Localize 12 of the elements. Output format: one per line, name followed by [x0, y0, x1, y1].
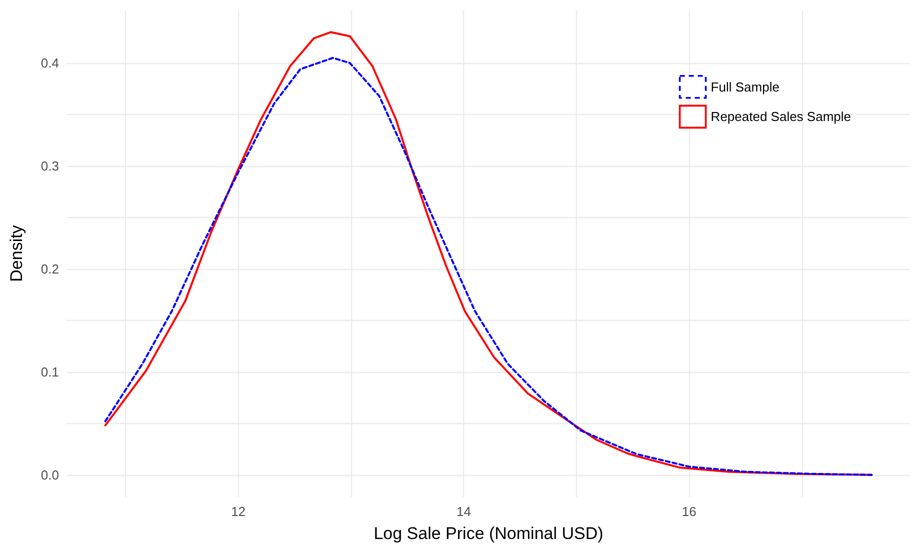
x-tick-label: 14 — [456, 504, 471, 519]
x-tick-label: 16 — [682, 504, 696, 519]
y-tick-label: 0.4 — [40, 56, 59, 71]
legend-label: Full Sample — [710, 79, 780, 94]
y-tick-label: 0.3 — [40, 158, 59, 174]
y-tick-label: 0.0 — [40, 467, 59, 482]
legend-label: Repeated Sales Sample — [710, 109, 851, 124]
y-tick-label: 0.2 — [40, 261, 59, 276]
y-axis-title: Density — [7, 224, 26, 282]
x-tick-label: 12 — [231, 504, 246, 519]
y-tick-label: 0.1 — [40, 364, 59, 380]
x-axis-title: Log Sale Price (Nominal USD) — [374, 524, 604, 543]
